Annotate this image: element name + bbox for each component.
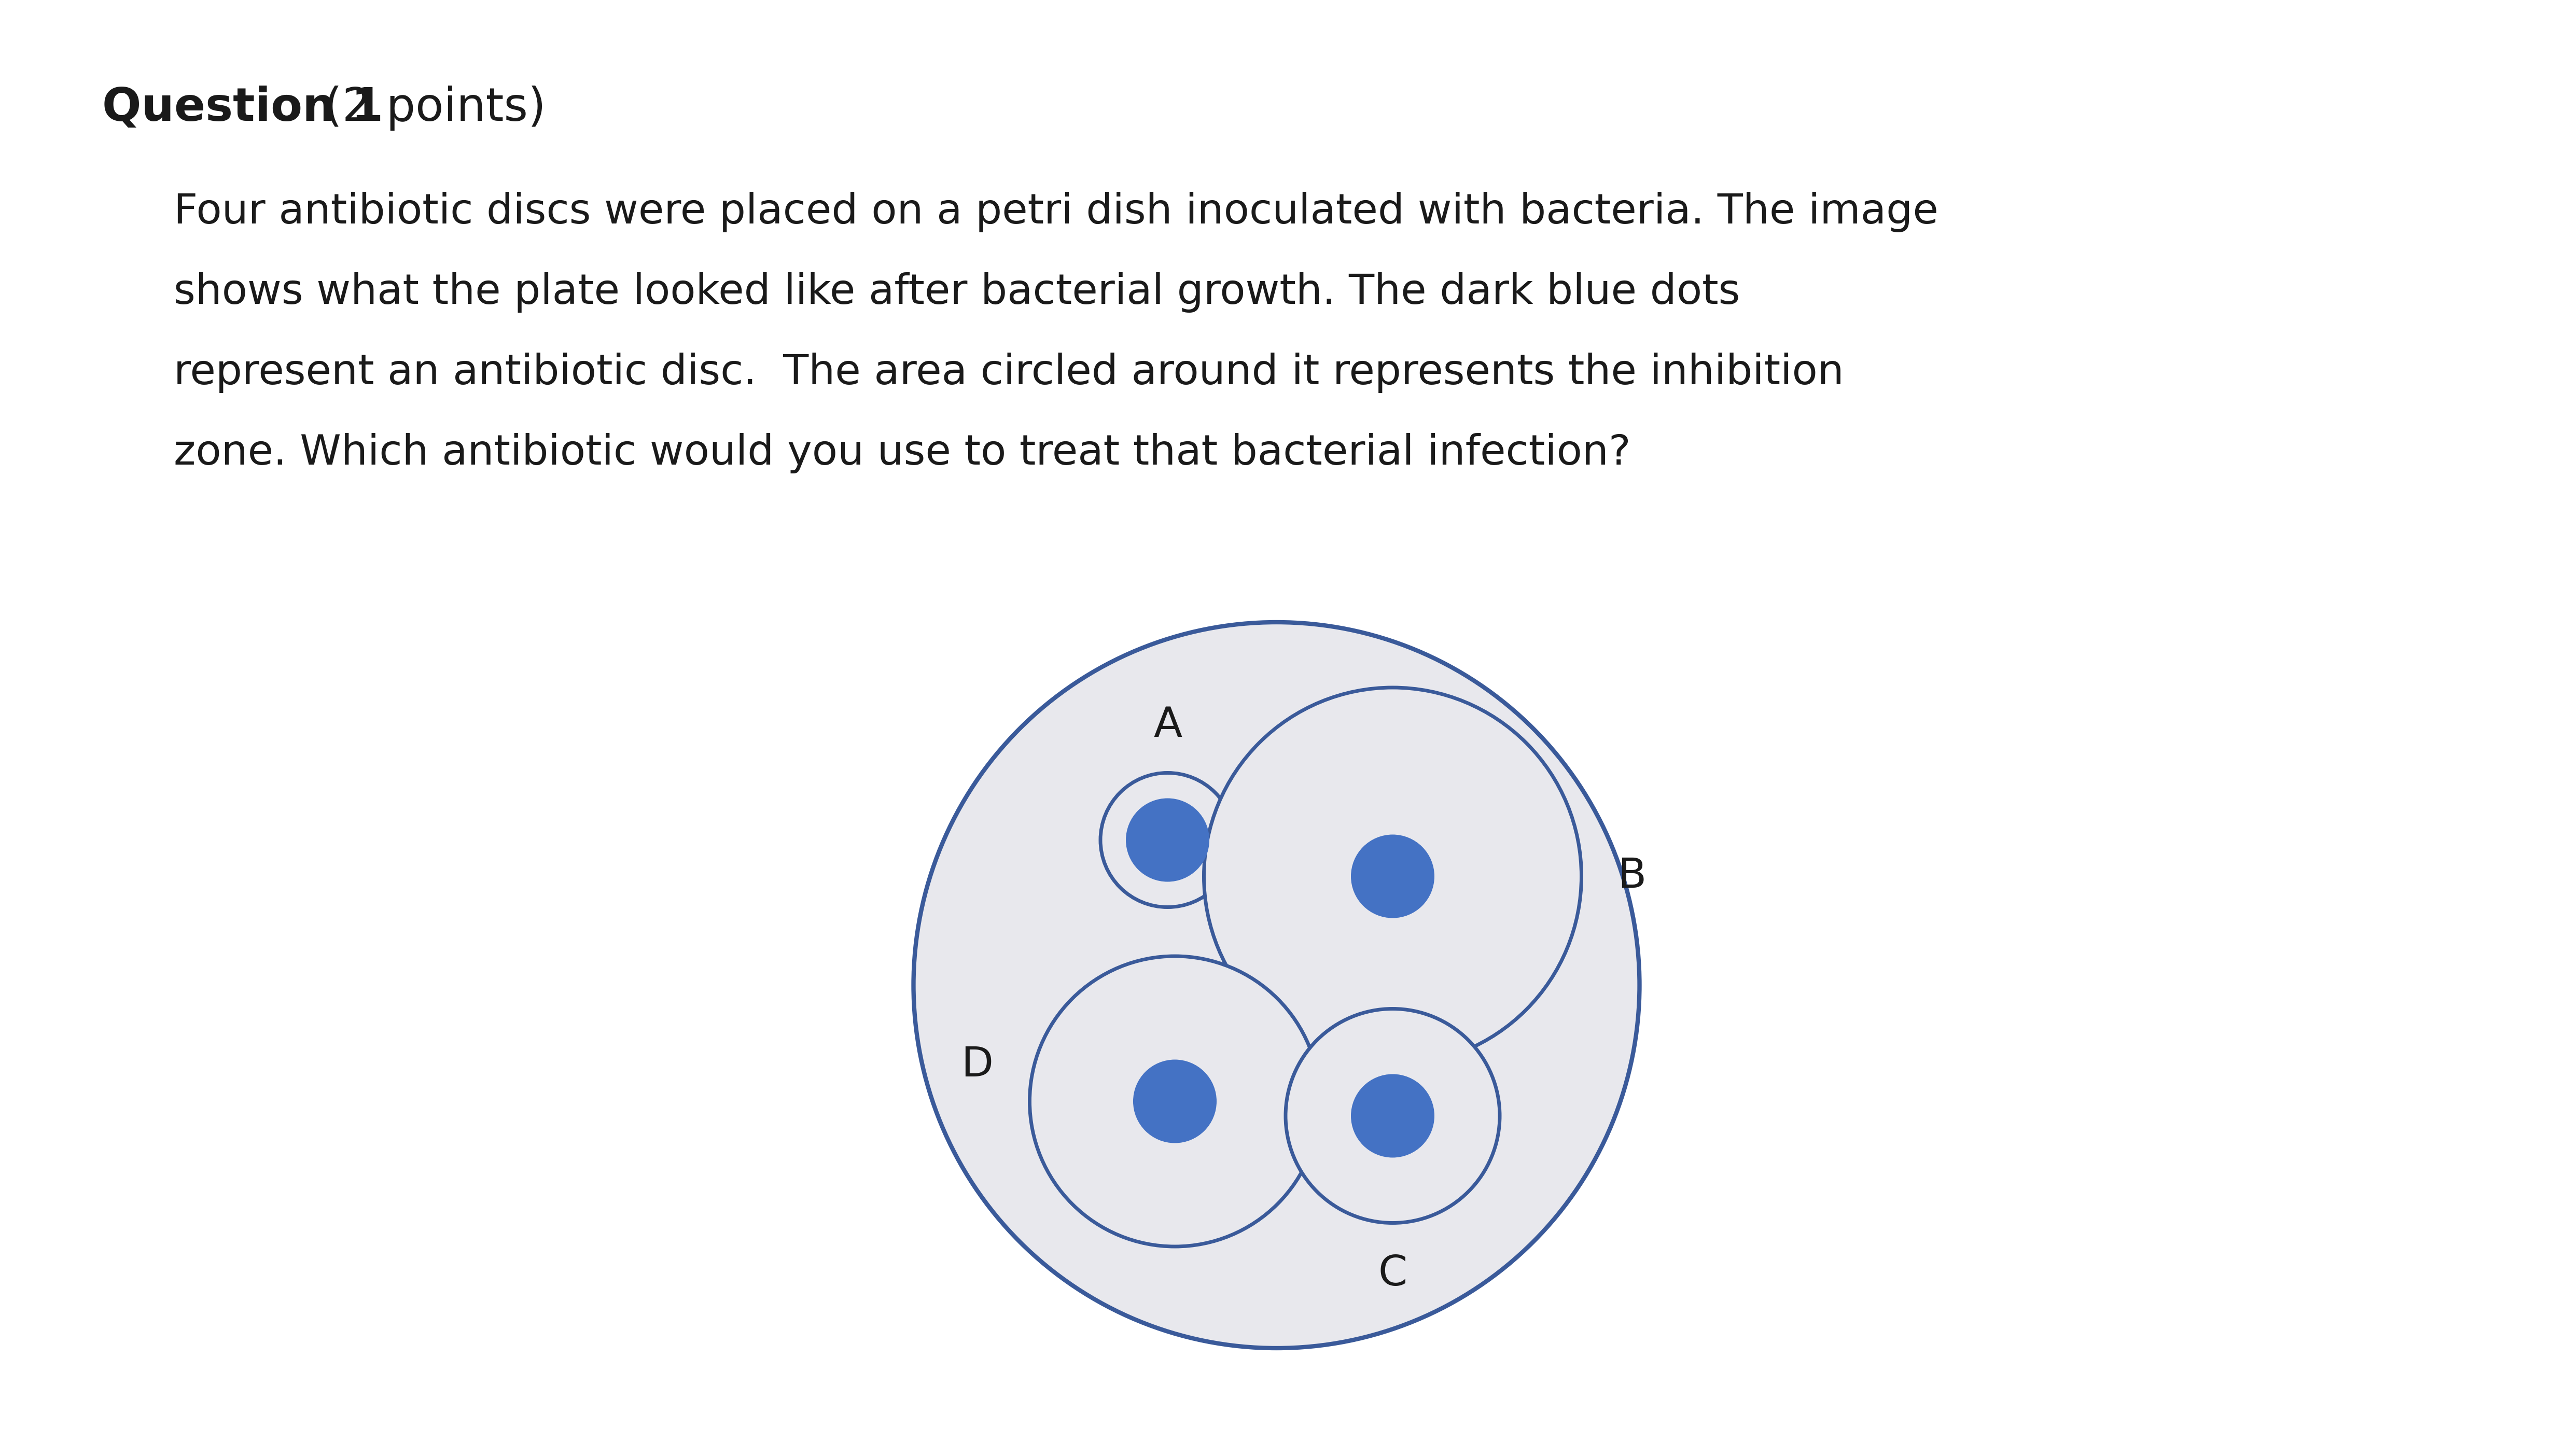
Circle shape: [1205, 687, 1580, 1064]
Text: represent an antibiotic disc.  The area circled around it represents the inhibit: represent an antibiotic disc. The area c…: [174, 352, 1843, 393]
Text: zone. Which antibiotic would you use to treat that bacterial infection?: zone. Which antibiotic would you use to …: [174, 432, 1631, 473]
Text: D: D: [960, 1045, 993, 1085]
Text: C: C: [1379, 1254, 1407, 1294]
Text: B: B: [1619, 856, 1647, 897]
Circle shape: [1100, 773, 1236, 907]
Text: Four antibiotic discs were placed on a petri dish inoculated with bacteria. The : Four antibiotic discs were placed on a p…: [174, 192, 1938, 233]
Circle shape: [1134, 1060, 1218, 1143]
Text: shows what the plate looked like after bacterial growth. The dark blue dots: shows what the plate looked like after b…: [174, 272, 1741, 313]
Circle shape: [1351, 1075, 1435, 1158]
Circle shape: [914, 622, 1639, 1348]
Circle shape: [1351, 834, 1435, 919]
Text: (2 points): (2 points): [309, 86, 546, 131]
Circle shape: [1287, 1009, 1499, 1223]
Text: A: A: [1154, 705, 1182, 745]
Circle shape: [1126, 798, 1210, 882]
Text: Question 1: Question 1: [102, 86, 383, 131]
Circle shape: [1029, 957, 1320, 1246]
